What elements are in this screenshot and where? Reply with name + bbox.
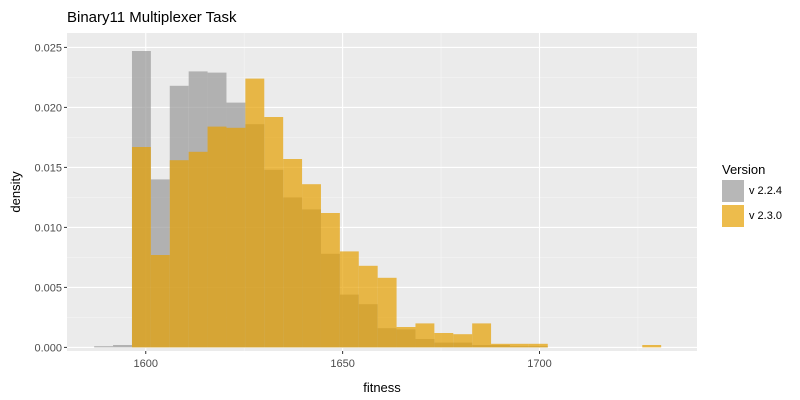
histogram-bar-v230: [396, 327, 416, 348]
y-tick-label: 0.010: [34, 222, 62, 234]
x-tick-label: 1700: [527, 358, 551, 370]
histogram-bar-v230: [377, 277, 397, 348]
histogram-bar-v230: [169, 160, 189, 348]
x-axis-title: fitness: [363, 380, 401, 395]
histogram-bar-v230: [358, 265, 378, 348]
chart-title: Binary11 Multiplexer Task: [67, 9, 237, 26]
histogram-bar-v230: [207, 126, 227, 348]
histogram-bar-v230: [528, 343, 548, 348]
histogram-bar-v230: [415, 323, 435, 348]
y-tick-label: 0.025: [34, 42, 62, 54]
histogram-bar-v230: [131, 147, 151, 348]
legend: Version v 2.2.4 v 2.3.0: [722, 162, 782, 227]
histogram-bar-v230: [264, 117, 284, 348]
histogram-bar-v230: [320, 213, 340, 348]
histogram-bar-v230: [226, 127, 246, 348]
histogram-bar-v230: [509, 343, 529, 348]
histogram-bar-v230: [642, 345, 662, 348]
legend-swatch-v230: [722, 205, 744, 227]
histogram-bar-v230: [188, 151, 208, 348]
histogram-bar-v230: [434, 333, 454, 348]
x-tick-label: 1600: [134, 358, 158, 370]
y-tick-label: 0.020: [34, 102, 62, 114]
histogram-bar-v224: [94, 346, 114, 348]
legend-title: Version: [722, 162, 765, 177]
y-tick-label: 0.005: [34, 282, 62, 294]
y-tick-label: 0.015: [34, 162, 62, 174]
histogram-bar-v224: [113, 345, 132, 348]
bars-layer: [94, 51, 662, 348]
histogram-bar-v230: [283, 159, 303, 348]
y-axis-title: density: [8, 171, 23, 213]
y-tick-label: 0.000: [34, 342, 62, 354]
legend-label-v230: v 2.3.0: [749, 210, 782, 222]
legend-label-v224: v 2.2.4: [749, 185, 782, 197]
legend-swatch-v224: [722, 180, 744, 202]
histogram-bar-v230: [491, 343, 510, 348]
histogram-bar-v230: [302, 184, 321, 348]
histogram-bar-v230: [150, 255, 170, 348]
histogram-bar-v230: [472, 323, 492, 348]
histogram-bar-v230: [245, 78, 265, 348]
axes-layer: 0.000 0.005 0.010 0.015 0.020 0.025 1600 1650 17…: [34, 42, 551, 370]
histogram-bar-v230: [453, 334, 473, 348]
x-tick-label: 1650: [330, 358, 354, 370]
histogram-bar-v230: [339, 251, 359, 348]
